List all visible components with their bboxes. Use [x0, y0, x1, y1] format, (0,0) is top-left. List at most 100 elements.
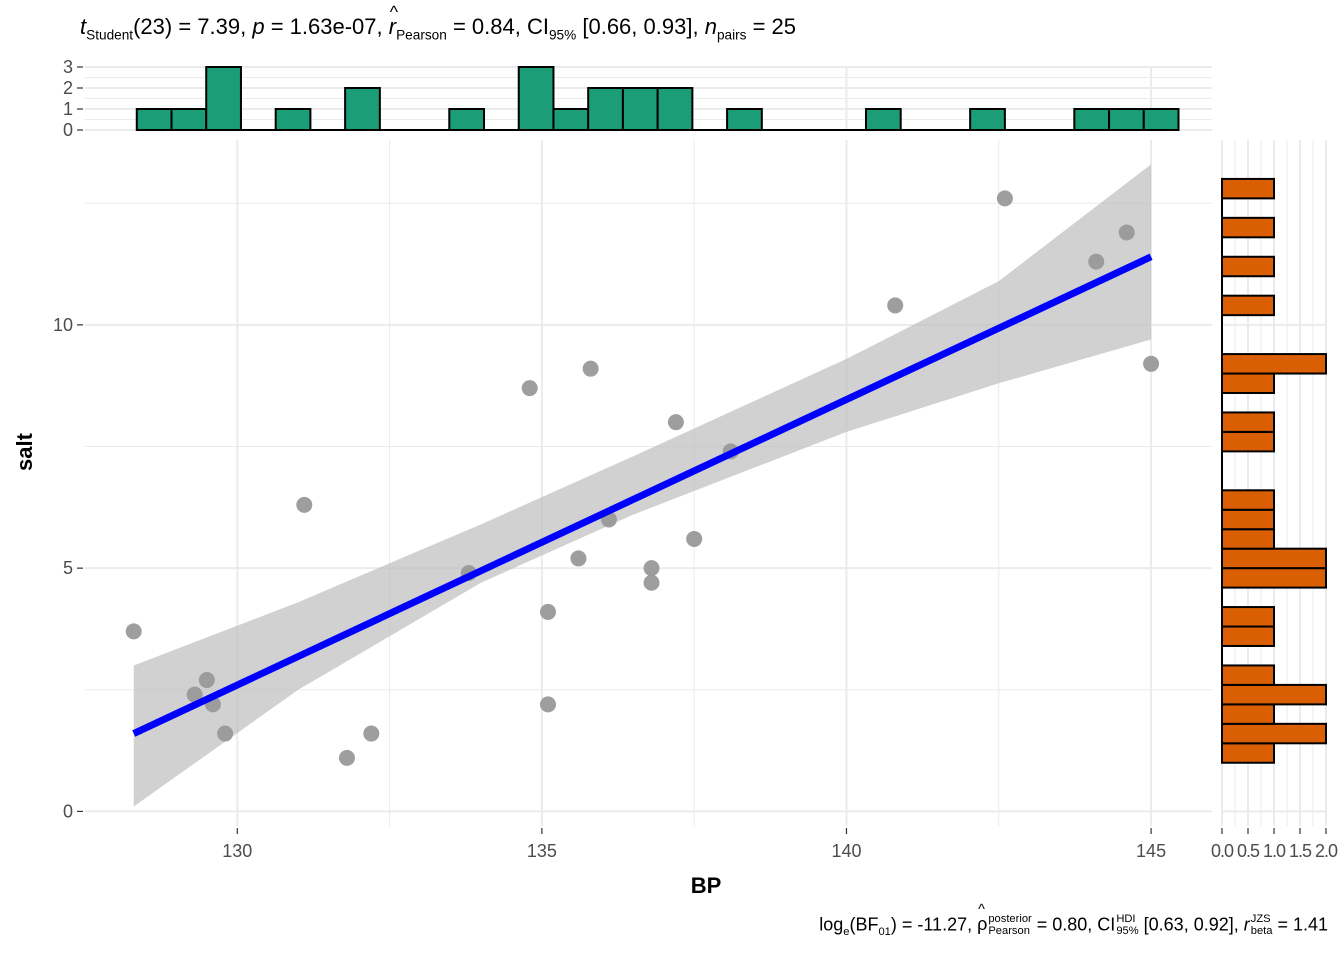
- data-point: [643, 574, 660, 591]
- y-axis-ticks: 0 5 10: [53, 315, 83, 821]
- top-histogram-bar: [726, 108, 763, 131]
- right-histogram-bar: [1221, 742, 1275, 764]
- right-x-tick-label: 2.0: [1315, 841, 1338, 861]
- top-histogram-bar: [621, 87, 659, 131]
- top-histogram-bar: [552, 108, 590, 131]
- top-y-tick-label: 3: [63, 57, 73, 77]
- data-point: [539, 696, 556, 713]
- right-histogram-bar: [1221, 255, 1275, 278]
- n-subscript: pairs: [716, 27, 747, 43]
- data-point: [363, 725, 380, 742]
- data-point: [643, 560, 660, 577]
- right-histogram-bar: [1221, 489, 1275, 511]
- x-axis-label: BP: [691, 873, 722, 898]
- rbeta-subscript: beta: [1250, 924, 1273, 937]
- right-histogram-bar: [1221, 294, 1275, 317]
- x-tick-label: 130: [222, 841, 252, 861]
- top-histogram-bar: [656, 87, 694, 131]
- right-histogram-bar: [1221, 411, 1275, 433]
- data-point: [338, 749, 355, 766]
- y-tick-label: 0: [63, 801, 73, 821]
- data-point: [217, 725, 234, 742]
- n-symbol: n: [704, 14, 717, 39]
- r-hat: ^: [389, 2, 399, 22]
- data-point: [1118, 224, 1135, 241]
- data-point: [996, 190, 1013, 207]
- confidence-band: [133, 164, 1152, 807]
- top-y-tick-label: 0: [63, 120, 73, 140]
- bf-subscript: 01: [878, 926, 891, 939]
- rho-superscript: posterior: [988, 913, 1032, 925]
- data-point: [686, 530, 703, 547]
- right-histogram-bar: [1221, 625, 1275, 647]
- r-symbol: r: [388, 14, 397, 39]
- t-symbol: t: [80, 14, 87, 39]
- data-point: [125, 623, 142, 640]
- data-point: [1143, 355, 1160, 372]
- regression-line: [132, 253, 1153, 737]
- y-tick-label: 10: [53, 315, 73, 335]
- regression-line-layer: [132, 253, 1153, 737]
- right-histogram-bar: [1221, 683, 1327, 706]
- bf-open: (BF: [849, 914, 879, 935]
- right-histogram-bars: [1221, 177, 1327, 764]
- top-histogram-bar: [1108, 108, 1145, 131]
- t-value: (23) = 7.39,: [133, 14, 253, 39]
- right-histogram-bar: [1221, 177, 1275, 200]
- r-value: = 0.84, CI: [446, 14, 549, 39]
- rbeta-superscript: JZS: [1250, 913, 1271, 925]
- rho-subscript: Pearson: [988, 924, 1030, 937]
- x-tick-label: 145: [1136, 841, 1166, 861]
- ci-superscript: HDI: [1116, 913, 1136, 925]
- right-histogram-bar: [1221, 722, 1327, 745]
- top-histogram-bar: [1142, 108, 1180, 131]
- rho-symbol: ρ: [977, 914, 988, 935]
- data-point: [570, 550, 587, 567]
- ci-subscript-bayes: 95%: [1116, 924, 1139, 937]
- right-histogram-bar: [1221, 430, 1275, 453]
- ci-subscript: 95%: [548, 27, 577, 43]
- right-x-tick-label: 1.0: [1263, 841, 1286, 861]
- log-text: log: [819, 914, 844, 935]
- right-histogram-x-ticks: 0.0 0.5 1.0 1.5 2.0: [1211, 828, 1339, 861]
- right-histogram-bar: [1221, 567, 1327, 589]
- bayes-caption: loge(BF01) = -11.27, ρ ^ posterior Pearson …: [819, 902, 1328, 939]
- ci-value: [0.66, 0.93],: [576, 14, 705, 39]
- top-histogram-bar: [274, 108, 312, 131]
- y-axis-label: salt: [12, 432, 37, 471]
- top-y-tick-label: 2: [63, 78, 73, 98]
- rbeta-symbol: r: [1243, 914, 1250, 935]
- data-point: [539, 603, 556, 620]
- rho-hat: ^: [978, 902, 985, 919]
- right-x-tick-label: 0.5: [1237, 841, 1260, 861]
- ci-value-bayes: [0.63, 0.92],: [1138, 914, 1244, 935]
- right-histogram-bar: [1221, 547, 1327, 570]
- right-histogram-bar: [1221, 528, 1275, 550]
- top-y-tick-label: 1: [63, 99, 73, 119]
- data-point: [1088, 253, 1105, 270]
- data-point: [296, 496, 313, 513]
- top-histogram-bar: [587, 87, 624, 131]
- right-histogram-bar: [1221, 216, 1275, 239]
- right-histogram-bar: [1221, 664, 1275, 686]
- data-point: [887, 297, 904, 314]
- data-point: [582, 360, 599, 377]
- log-subscript: e: [843, 926, 850, 939]
- right-x-tick-label: 1.5: [1289, 841, 1312, 861]
- x-tick-label: 140: [831, 841, 861, 861]
- rbeta-value: = 1.41: [1272, 914, 1328, 935]
- top-histogram-bar: [1073, 108, 1111, 131]
- right-histogram-bar: [1221, 703, 1275, 725]
- y-tick-label: 5: [63, 558, 73, 578]
- right-x-tick-label: 0.0: [1211, 841, 1234, 861]
- right-histogram-bar: [1221, 353, 1327, 375]
- data-point: [186, 686, 203, 703]
- confidence-band-layer: [133, 164, 1152, 807]
- right-histogram-bar: [1221, 508, 1275, 531]
- top-histogram-bar: [170, 108, 208, 131]
- right-histogram-bar: [1221, 372, 1275, 394]
- top-histogram-bar: [969, 108, 1006, 131]
- top-histogram-bar: [344, 87, 381, 131]
